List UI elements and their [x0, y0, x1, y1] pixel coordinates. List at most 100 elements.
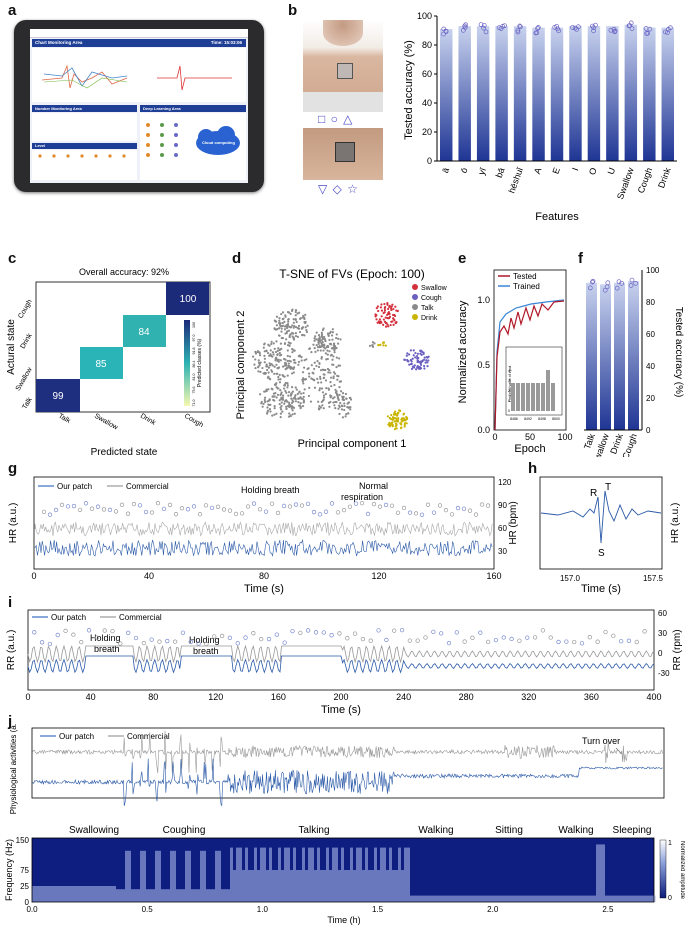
d-point [320, 381, 323, 384]
d-point [270, 369, 273, 372]
g-hr-point [473, 512, 479, 517]
neck-photo-top [303, 20, 383, 112]
j-spec-column [68, 886, 71, 902]
d-point [345, 397, 348, 400]
chart-b-point [500, 24, 506, 29]
i-rr-point [118, 641, 123, 646]
panel-label-d: d [232, 250, 242, 267]
j-spec-column [386, 870, 389, 902]
d-point [375, 307, 378, 310]
g-hr-point [437, 503, 443, 508]
j-spec-column [80, 886, 83, 902]
d-point [286, 366, 289, 369]
d-point [277, 360, 280, 363]
chart-f-point [602, 287, 608, 293]
g-hr-point [377, 504, 383, 509]
j-spec-column [359, 847, 362, 902]
j-spec-column [395, 870, 398, 902]
d-point [276, 349, 279, 352]
d-point [269, 410, 272, 413]
j-spec-column [626, 895, 629, 902]
g-hr-point [113, 509, 119, 514]
d-point [383, 320, 387, 323]
j-spec-column [398, 847, 401, 902]
d-point [316, 360, 319, 363]
e-inset-xtick: 8486 [510, 417, 518, 421]
panel-label-h: h [528, 460, 538, 477]
h-peak-t: T [605, 482, 611, 493]
c-cbar-tick: 81.0 [192, 374, 196, 381]
e-inset-ylabel: Predicted value of input [508, 366, 512, 403]
i-rr-point [39, 640, 45, 645]
d-point [317, 408, 321, 411]
j-activity-label: Walking [418, 825, 453, 836]
g-hr-point [131, 501, 137, 507]
d-point [329, 381, 332, 384]
d-point [287, 362, 290, 365]
d-point [286, 354, 289, 358]
d-point [392, 323, 395, 326]
d-point [415, 368, 418, 371]
d-point [266, 409, 270, 412]
i-rr-point [149, 637, 154, 642]
g-hr-point [155, 500, 161, 506]
d-point [331, 358, 334, 361]
d-point [416, 352, 420, 355]
d-point [301, 397, 304, 400]
g-hr-point [401, 505, 407, 511]
d-point [382, 344, 385, 347]
i-rr-point [431, 629, 436, 635]
j-spec-column [563, 895, 566, 902]
d-point [294, 317, 297, 321]
d-point [279, 342, 283, 345]
d-point [266, 368, 269, 372]
d-point [254, 352, 258, 355]
e-xtick: 50 [525, 432, 535, 442]
d-point [276, 353, 279, 356]
d-point [383, 311, 386, 314]
j-spec-column [32, 886, 35, 902]
d-point [374, 313, 377, 316]
e-inset-xtick: 8500 [552, 417, 560, 421]
d-point [392, 317, 395, 320]
d-point [281, 410, 284, 413]
chart-b-ytick: 0 [427, 156, 432, 166]
d-point [266, 351, 270, 355]
j-spec-column [632, 895, 635, 902]
d-point [294, 325, 298, 329]
i-rr-point [548, 635, 553, 640]
i-rr-point [423, 635, 428, 640]
d-point [389, 307, 393, 310]
d-point [263, 390, 266, 393]
d-point [405, 354, 408, 357]
j-spec-column [128, 850, 131, 902]
d-point [270, 342, 273, 346]
e-xtick: 0 [492, 432, 497, 442]
j-spec-column [482, 895, 485, 902]
chart-c-title: Overall accuracy: 92% [79, 267, 169, 277]
j-colorbar [659, 839, 667, 899]
d-point [259, 361, 262, 364]
d-point [416, 357, 419, 360]
i-rr-point [212, 634, 217, 639]
d-point [322, 396, 326, 399]
d-point [287, 401, 291, 404]
d-point [339, 380, 343, 383]
panel-label-f: f [578, 250, 583, 267]
chart-c-ylabel: Actural state [6, 319, 17, 375]
j-spec-column [404, 847, 407, 902]
h-peak-r: R [590, 488, 597, 499]
d-legend-dot [412, 294, 418, 300]
chart-b-xtick: ō [458, 166, 469, 174]
chart-b-ytick: 100 [417, 11, 432, 21]
i-xtick: 80 [148, 692, 158, 702]
d-point [263, 354, 266, 358]
i-rr-point [298, 630, 303, 635]
e-inset-xtick: 8492 [524, 417, 532, 421]
i-rr-point [360, 636, 366, 642]
d-point [408, 363, 411, 366]
chart-b-point [441, 31, 446, 37]
d-point [425, 359, 428, 362]
g-hr-point [185, 507, 191, 512]
d-point [294, 332, 297, 335]
